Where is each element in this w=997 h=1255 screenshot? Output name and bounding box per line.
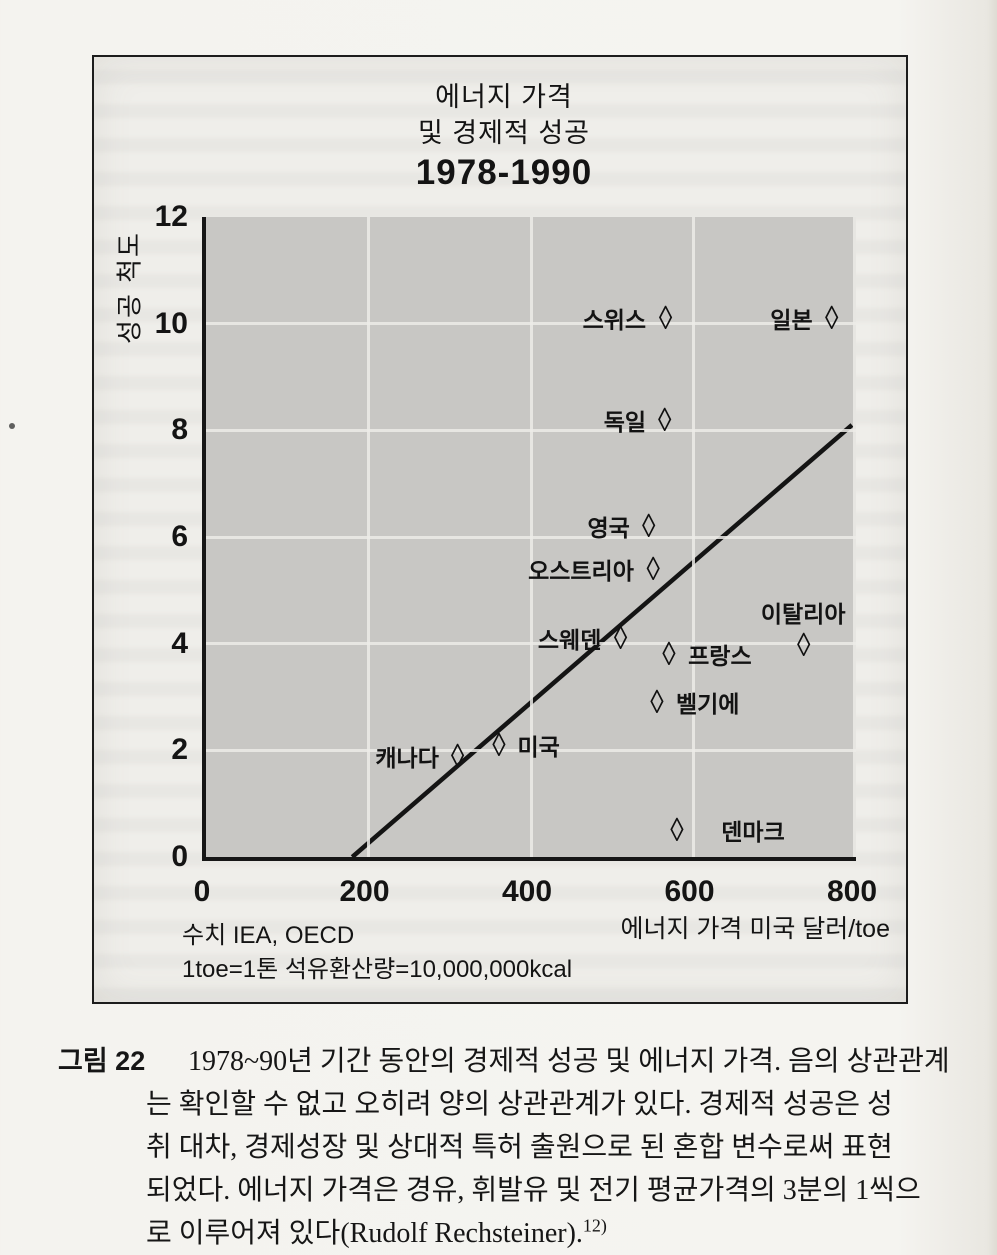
data-point-label: 일본 xyxy=(770,307,813,334)
x-tick-200: 200 xyxy=(339,875,390,908)
trend-line xyxy=(350,423,854,859)
diamond-marker-icon: ◊ xyxy=(824,299,839,337)
y-tick-12: 12 xyxy=(154,200,188,233)
data-point: 일본 ◊ xyxy=(770,301,841,335)
plot-area: 캐나다 ◊ 미국 ◊ 스웨덴 ◊ 오스트리아 ◊ 영국 ◊ 독일 ◊ 스위스 ◊ 일본 ◊ 프랑스 ◊ 벨기에 ◊ 덴마… xyxy=(202,217,856,861)
diamond-marker-icon: ◊ xyxy=(451,736,465,774)
data-point-label: 이탈리아 xyxy=(760,600,846,627)
diamond-marker-icon: ◊ xyxy=(491,726,506,763)
diamond-marker-icon: ◊ xyxy=(662,635,676,673)
caption-label: 그림 22 xyxy=(58,1046,146,1076)
v-gridline-right-edge xyxy=(853,217,856,857)
data-point-label: 독일 xyxy=(603,408,647,435)
x-tick-600: 600 xyxy=(664,875,715,908)
diamond-marker-icon: ◊ xyxy=(658,400,672,438)
x-tick-800: 800 xyxy=(826,875,878,908)
chart-title-line1: 에너지 가격 xyxy=(435,82,573,112)
trend-line-layer xyxy=(350,423,854,859)
caption-line-4: 되었다. 에너지 가격은 경유, 휘발유 및 전기 평균가격의 3분의 1씩으 xyxy=(146,1175,921,1206)
source-notes: 수치 IEA, OECD 1toe=1톤 석유환산량=10,000,000kca… xyxy=(182,919,572,987)
x-tick-0: 0 xyxy=(193,875,211,908)
v-gridline-400 xyxy=(529,217,533,857)
data-point-label: 스위스 xyxy=(582,307,647,334)
caption-line-1: 1978~90년 기간 동안의 경제적 성공 및 에너지 가격. 음의 상관관계 xyxy=(188,1046,950,1077)
caption-text: 1978~90년 기간 동안의 경제적 성공 및 에너지 가격. 음의 상관관계… xyxy=(146,1040,958,1255)
chart-title-years: 1978-1990 xyxy=(415,153,593,192)
y-tick-2: 2 xyxy=(171,733,188,767)
y-tick-8: 8 xyxy=(171,413,188,447)
x-tick-400: 400 xyxy=(501,875,553,908)
data-point: 영국 ◊ xyxy=(587,509,658,543)
stray-ink-dot xyxy=(9,423,15,429)
y-tick-10: 10 xyxy=(154,306,188,340)
data-point: 오스트리아 ◊ xyxy=(528,552,663,586)
data-point-label: 영국 xyxy=(587,515,630,542)
diamond-marker-icon: ◊ xyxy=(642,507,656,545)
y-tick-4: 4 xyxy=(171,626,188,660)
data-point: 프랑스 ◊ xyxy=(659,637,751,671)
diamond-marker-icon: ◊ xyxy=(658,299,672,337)
caption-line-2: 는 확인할 수 없고 오히려 양의 상관관계가 있다. 경제적 성공은 성 xyxy=(146,1089,893,1120)
data-point-label: 덴마크 xyxy=(721,819,785,846)
source-note-1: 수치 IEA, OECD xyxy=(182,922,355,949)
figure-frame: 에너지 가격 및 경제적 성공 1978-1990 성공 척도 캐나다 ◊ 미국 ◊ 스… xyxy=(92,55,908,1004)
data-point: 캐나다 ◊ xyxy=(375,739,467,773)
data-point: 덴마크 ◊ xyxy=(667,811,785,849)
data-point-label: 프랑스 xyxy=(688,643,752,670)
chart-title-line2: 및 경제적 성공 xyxy=(417,118,591,148)
data-point: 벨기에 ◊ xyxy=(647,685,739,719)
caption-line-3: 취 대차, 경제성장 및 상대적 특허 출원으로 된 혼합 변수로써 표현 xyxy=(146,1132,893,1163)
diamond-marker-icon: ◊ xyxy=(613,619,628,657)
data-point-label: 미국 xyxy=(517,734,560,760)
diamond-marker-icon: ◊ xyxy=(796,625,810,663)
caption-line-5: 로 이루어져 있다(Rudolf Rechsteiner).12) xyxy=(146,1215,607,1249)
source-note-2: 1toe=1톤 석유환산량=10,000,000kcal xyxy=(182,956,573,983)
footnote-reference: 12) xyxy=(582,1215,607,1236)
data-point-label: 스웨덴 xyxy=(537,627,602,654)
v-gridline-200 xyxy=(367,217,370,857)
data-point: 독일 ◊ xyxy=(604,403,675,437)
data-point: 미국 ◊ xyxy=(489,728,560,762)
diamond-marker-icon: ◊ xyxy=(646,550,660,587)
data-point-label: 캐나다 xyxy=(375,744,439,771)
figure-caption: 그림 22 1978~90년 기간 동안의 경제적 성공 및 에너지 가격. 음… xyxy=(58,1040,958,1255)
diamond-marker-icon: ◊ xyxy=(650,683,664,721)
data-point-label: 오스트리아 xyxy=(528,558,634,584)
data-point: 스위스 ◊ xyxy=(583,301,675,335)
data-point: 이탈리아 ◊ xyxy=(760,595,846,663)
y-tick-0: 0 xyxy=(171,840,188,873)
y-tick-6: 6 xyxy=(171,520,188,553)
data-point: 스웨덴 ◊ xyxy=(538,621,630,655)
v-gridline-600 xyxy=(692,217,695,857)
x-axis-title: 에너지 가격 미국 달러/toe xyxy=(620,915,890,943)
diamond-marker-icon: ◊ xyxy=(670,811,684,849)
chart-title: 에너지 가격 및 경제적 성공 1978-1990 xyxy=(204,79,804,191)
data-point-label: 벨기에 xyxy=(675,691,740,718)
